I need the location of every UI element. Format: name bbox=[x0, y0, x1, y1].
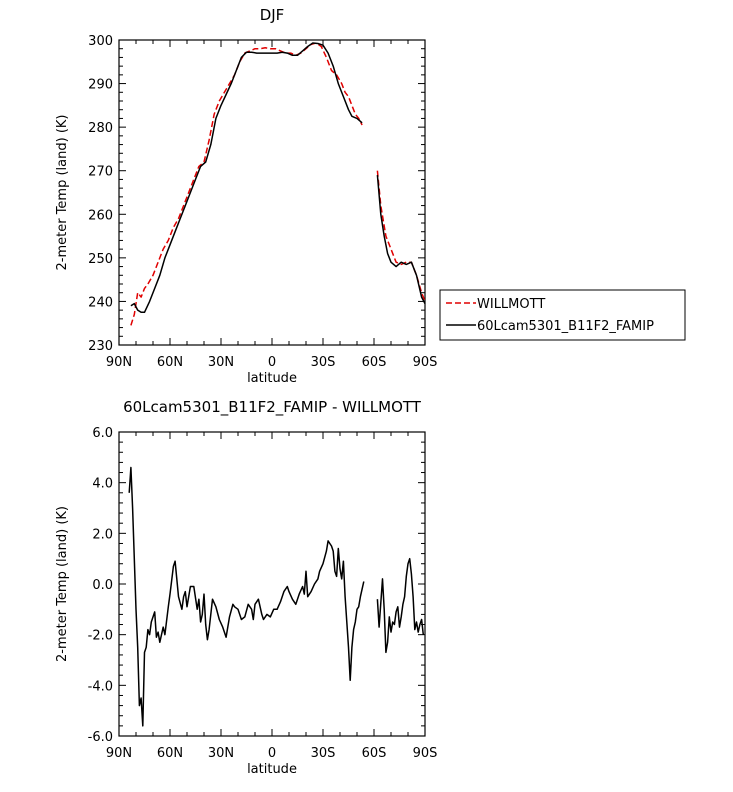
legend-box bbox=[439, 289, 686, 341]
x-axis-label: latitude bbox=[247, 371, 297, 386]
y-tick-label: 6.0 bbox=[92, 426, 113, 441]
y-tick-label: 230 bbox=[88, 339, 113, 354]
x-tick-label: 60S bbox=[362, 746, 387, 761]
x-tick-label: 90S bbox=[413, 355, 438, 370]
x-tick-label: 30S bbox=[311, 746, 336, 761]
x-tick-label: 60S bbox=[362, 355, 387, 370]
x-tick-label: 60N bbox=[157, 355, 183, 370]
legend-label: WILLMOTT bbox=[477, 297, 545, 312]
y-tick-label: 260 bbox=[88, 208, 113, 223]
x-axis-label: latitude bbox=[247, 762, 297, 777]
y-tick-label: 250 bbox=[88, 252, 113, 267]
y-tick-label: -4.0 bbox=[88, 679, 113, 694]
y-tick-label: 290 bbox=[88, 78, 113, 93]
x-tick-label: 30N bbox=[208, 355, 234, 370]
x-tick-label: 0 bbox=[268, 746, 276, 761]
chart-title: 60Lcam5301_B11F2_FAMIP - WILLMOTT bbox=[123, 398, 422, 417]
y-tick-label: 270 bbox=[88, 165, 113, 180]
y-tick-label: 280 bbox=[88, 121, 113, 136]
x-tick-label: 60N bbox=[157, 746, 183, 761]
series-60lcam5301-b11f2-famip-line bbox=[376, 175, 426, 304]
y-tick-label: 0.0 bbox=[92, 578, 113, 593]
y-tick-label: 300 bbox=[88, 34, 113, 49]
y-tick-label: -6.0 bbox=[88, 730, 113, 745]
x-tick-label: 90N bbox=[106, 355, 132, 370]
x-tick-label: 90N bbox=[106, 746, 132, 761]
plot-frame bbox=[118, 431, 426, 737]
series-60lcam5301-b11f2-famip-line bbox=[130, 42, 363, 314]
x-tick-label: 0 bbox=[268, 355, 276, 370]
legend: WILLMOTT 60Lcam5301_B11F2_FAMIP bbox=[439, 289, 686, 341]
x-tick-label: 90S bbox=[413, 746, 438, 761]
chart-title: DJF bbox=[260, 6, 285, 24]
y-tick-label: 240 bbox=[88, 295, 113, 310]
series-willmott-line bbox=[130, 42, 363, 326]
y-tick-label: -2.0 bbox=[88, 629, 113, 644]
y-tick-label: 4.0 bbox=[92, 477, 113, 492]
y-axis-label: 2-meter Temp (land) (K) bbox=[55, 506, 70, 662]
x-tick-label: 30S bbox=[311, 355, 336, 370]
y-tick-label: 2.0 bbox=[92, 527, 113, 542]
series-difference-line bbox=[128, 466, 365, 727]
x-tick-label: 30N bbox=[208, 746, 234, 761]
legend-label: 60Lcam5301_B11F2_FAMIP bbox=[477, 319, 654, 334]
y-axis-label: 2-meter Temp (land) (K) bbox=[55, 115, 70, 271]
top-panel-djf: DJF 90N 60N 30N 0 30S 60S 90S latitude 230 240 250 2… bbox=[55, 6, 437, 386]
series-difference-line bbox=[376, 557, 425, 654]
bottom-panel-difference: 60Lcam5301_B11F2_FAMIP - WILLMOTT 90N 60N 3… bbox=[55, 398, 437, 777]
